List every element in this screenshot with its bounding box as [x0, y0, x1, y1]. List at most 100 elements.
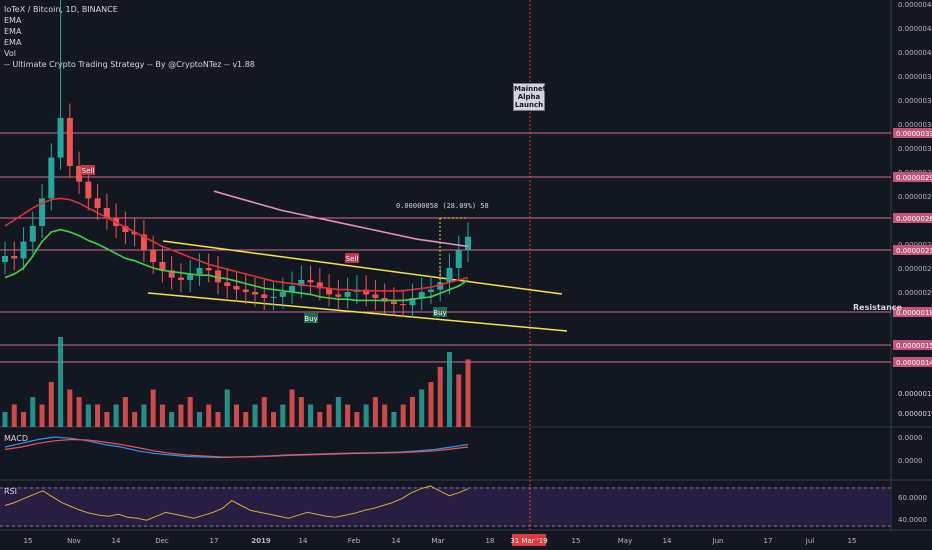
x-tick-label: 18: [486, 537, 495, 545]
candle-body: [252, 292, 259, 295]
volume-bar: [21, 412, 27, 427]
candle-body: [279, 292, 286, 297]
candle-body: [214, 270, 221, 283]
candle-body: [205, 268, 212, 271]
volume-bar: [206, 404, 212, 427]
level-tag: [893, 213, 932, 223]
candle-body: [316, 282, 323, 289]
volume-bar: [178, 404, 184, 427]
x-tick-label: 31 Mar '19: [510, 537, 547, 545]
candle-body: [196, 268, 203, 274]
level-label: 0.00000331: [896, 130, 932, 138]
signal-tag: [304, 313, 318, 323]
level-label: 0.00000235: [896, 247, 932, 255]
y-tick-label: 0.00000340: [898, 121, 932, 129]
volume-bar: [11, 404, 17, 427]
rsi-tick-label: 60.0000: [898, 494, 927, 502]
x-tick-label: Jun: [712, 537, 724, 545]
y-tick-label: 0.00000380: [898, 73, 932, 81]
candle-body: [159, 262, 166, 271]
x-tick-label: Jul: [805, 537, 815, 545]
candle-body: [233, 286, 240, 290]
volume-bar: [159, 404, 165, 427]
resistance-label: Resistance: [853, 303, 902, 312]
x-tick-label: Dec: [155, 537, 169, 545]
x-tick-label: 2019: [251, 537, 271, 545]
signal-label: Buy: [304, 315, 317, 323]
level-tag: [893, 307, 932, 317]
volume-bar: [280, 404, 286, 427]
x-tick-label: 14: [392, 537, 401, 545]
candle-body: [409, 298, 416, 306]
candle-body: [103, 208, 110, 218]
ema-red-line: [4, 197, 469, 292]
y-tick-label: 0.00000440: [898, 1, 932, 9]
legend-ema-3[interactable]: EMA: [4, 38, 22, 47]
y-tick-label: 0.00000420: [898, 25, 932, 33]
legend-title[interactable]: IoTeX / Bitcoin, 1D, BINANCE: [4, 5, 118, 14]
candle-body: [455, 250, 462, 268]
volume-bar: [196, 412, 202, 427]
y-tick-label: 0.00000400: [898, 49, 932, 57]
volume-bar: [104, 412, 110, 427]
volume-bar: [141, 404, 147, 427]
candle-body: [344, 292, 351, 297]
y-tick-label: 0.00000100: [898, 410, 932, 418]
candle-body: [372, 294, 379, 298]
level-tag: [893, 128, 932, 138]
candle-body: [76, 166, 83, 182]
candle-body: [57, 118, 64, 158]
volume-bar: [215, 412, 221, 427]
level-label: 0.00000262: [896, 215, 932, 223]
volume-bar: [150, 389, 156, 427]
x-tick-label: 14: [299, 537, 308, 545]
level-tag: [893, 357, 932, 367]
x-tick-label: 14: [663, 537, 672, 545]
candle-body: [168, 270, 175, 278]
volume-bar: [169, 412, 175, 427]
signal-tag: [81, 165, 95, 175]
candle-body: [177, 277, 184, 280]
vol-tick-label: 0.00000120: [898, 390, 932, 398]
candle-body: [400, 304, 407, 306]
volume-bar: [67, 389, 73, 427]
x-tick-label: Nov: [67, 537, 81, 545]
level-label: 0.00000157: [896, 342, 932, 350]
y-tick-label: 0.00000280: [898, 193, 932, 201]
volume-bar: [234, 404, 239, 427]
candle-body: [131, 232, 138, 235]
rsi-band: [0, 487, 891, 527]
candle-body: [465, 236, 471, 250]
candle-body: [94, 198, 101, 208]
legend-vol[interactable]: Vol: [4, 49, 16, 58]
legend-strategy[interactable]: -- Ultimate Crypto Trading Strategy -- B…: [4, 60, 255, 69]
volume-bar: [76, 397, 82, 427]
legend-ema-2[interactable]: EMA: [4, 27, 22, 36]
note-line-2: Alpha: [517, 93, 541, 101]
volume-bar: [326, 404, 332, 427]
volume-bar: [354, 412, 360, 427]
candle-body: [335, 294, 342, 297]
volume-bar: [298, 397, 304, 427]
candle-body: [29, 226, 36, 242]
volume-bar: [252, 404, 258, 427]
volume-bar: [85, 404, 91, 427]
volume-bar: [224, 389, 230, 427]
candle-body: [66, 118, 73, 166]
legend-ema-1[interactable]: EMA: [4, 16, 22, 25]
macd-line: [4, 438, 469, 458]
note-line-3: Launch: [514, 101, 544, 109]
candle-body: [261, 294, 268, 298]
volume-bar: [95, 404, 101, 427]
x-tick-label: Feb: [348, 537, 361, 545]
candle-body: [446, 268, 453, 283]
volume-bar: [30, 397, 36, 427]
date-tag: [512, 534, 546, 546]
volume-bar: [419, 389, 425, 427]
macd-title: MACD: [4, 434, 28, 443]
volume-bar: [122, 397, 128, 427]
volume-bar: [372, 397, 378, 427]
mainnet-alpha-launch-note: Mainnet Alpha Launch: [513, 83, 546, 111]
vol-tick-label: 0.00000100: [898, 410, 932, 418]
